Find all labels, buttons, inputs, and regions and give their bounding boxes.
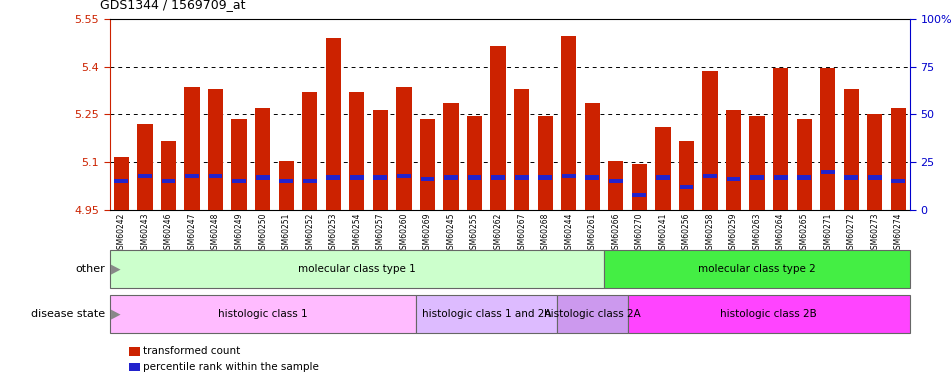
Bar bbox=[372, 110, 387, 210]
Bar bbox=[443, 103, 458, 210]
Bar bbox=[631, 164, 646, 210]
Text: GDS1344 / 1569709_at: GDS1344 / 1569709_at bbox=[100, 0, 246, 11]
Bar bbox=[584, 103, 599, 210]
Bar bbox=[490, 46, 506, 210]
Bar bbox=[184, 87, 199, 210]
Bar bbox=[679, 185, 693, 189]
Bar bbox=[797, 176, 810, 180]
Bar bbox=[632, 193, 645, 197]
Bar bbox=[608, 179, 622, 183]
Bar bbox=[655, 176, 669, 180]
Bar bbox=[113, 158, 129, 210]
Bar bbox=[326, 176, 340, 180]
Bar bbox=[604, 250, 909, 288]
Bar bbox=[161, 141, 176, 210]
Bar bbox=[725, 110, 741, 210]
Bar bbox=[415, 295, 556, 333]
Bar bbox=[231, 119, 247, 210]
Text: histologic class 2A: histologic class 2A bbox=[544, 309, 640, 319]
Bar bbox=[109, 295, 415, 333]
Bar bbox=[349, 176, 364, 180]
Bar bbox=[137, 124, 152, 210]
Bar bbox=[278, 160, 293, 210]
Bar bbox=[326, 38, 341, 210]
Bar bbox=[303, 179, 316, 183]
Bar bbox=[420, 177, 434, 182]
Bar bbox=[890, 179, 904, 183]
Bar bbox=[538, 176, 551, 180]
Bar bbox=[302, 92, 317, 210]
Text: ▶: ▶ bbox=[110, 262, 120, 276]
Text: disease state: disease state bbox=[30, 309, 105, 319]
Text: ▶: ▶ bbox=[110, 308, 120, 321]
Bar bbox=[819, 68, 835, 210]
Bar bbox=[843, 89, 858, 210]
Bar bbox=[749, 176, 764, 180]
Bar bbox=[467, 176, 481, 180]
Bar bbox=[890, 108, 905, 210]
Text: transformed count: transformed count bbox=[143, 346, 240, 356]
Bar bbox=[843, 176, 857, 180]
Bar bbox=[232, 179, 246, 183]
Bar bbox=[490, 176, 505, 180]
Bar bbox=[208, 89, 223, 210]
Text: histologic class 2B: histologic class 2B bbox=[720, 309, 817, 319]
Bar bbox=[419, 119, 435, 210]
Bar bbox=[867, 176, 881, 180]
Bar bbox=[585, 176, 599, 180]
Bar bbox=[772, 68, 787, 210]
Bar bbox=[537, 116, 552, 210]
Bar bbox=[109, 250, 604, 288]
Bar bbox=[773, 176, 786, 180]
Bar bbox=[556, 295, 627, 333]
Bar bbox=[562, 174, 575, 178]
Bar bbox=[162, 179, 175, 183]
Bar bbox=[255, 108, 270, 210]
Bar bbox=[702, 71, 717, 210]
Bar bbox=[866, 114, 882, 210]
Bar bbox=[373, 176, 387, 180]
Text: histologic class 1 and 2A: histologic class 1 and 2A bbox=[421, 309, 550, 319]
Bar bbox=[138, 174, 151, 178]
Bar bbox=[627, 295, 909, 333]
Bar bbox=[185, 174, 199, 178]
Text: histologic class 1: histologic class 1 bbox=[218, 309, 307, 319]
Bar bbox=[348, 92, 364, 210]
Bar bbox=[796, 119, 811, 210]
Text: percentile rank within the sample: percentile rank within the sample bbox=[143, 362, 319, 372]
Bar bbox=[561, 36, 576, 210]
Bar bbox=[703, 174, 716, 178]
Bar bbox=[820, 170, 834, 174]
Bar bbox=[514, 176, 528, 180]
Bar bbox=[748, 116, 764, 210]
Bar bbox=[255, 176, 269, 180]
Bar bbox=[208, 174, 222, 178]
Text: other: other bbox=[75, 264, 105, 274]
Bar bbox=[655, 127, 670, 210]
Text: molecular class type 2: molecular class type 2 bbox=[698, 264, 815, 274]
Bar bbox=[279, 179, 293, 183]
Bar bbox=[725, 177, 740, 182]
Bar bbox=[466, 116, 482, 210]
Bar bbox=[444, 176, 457, 180]
Bar bbox=[396, 87, 411, 210]
Bar bbox=[114, 179, 129, 183]
Bar bbox=[607, 160, 623, 210]
Bar bbox=[397, 174, 410, 178]
Bar bbox=[678, 141, 693, 210]
Text: molecular class type 1: molecular class type 1 bbox=[298, 264, 415, 274]
Bar bbox=[513, 89, 528, 210]
